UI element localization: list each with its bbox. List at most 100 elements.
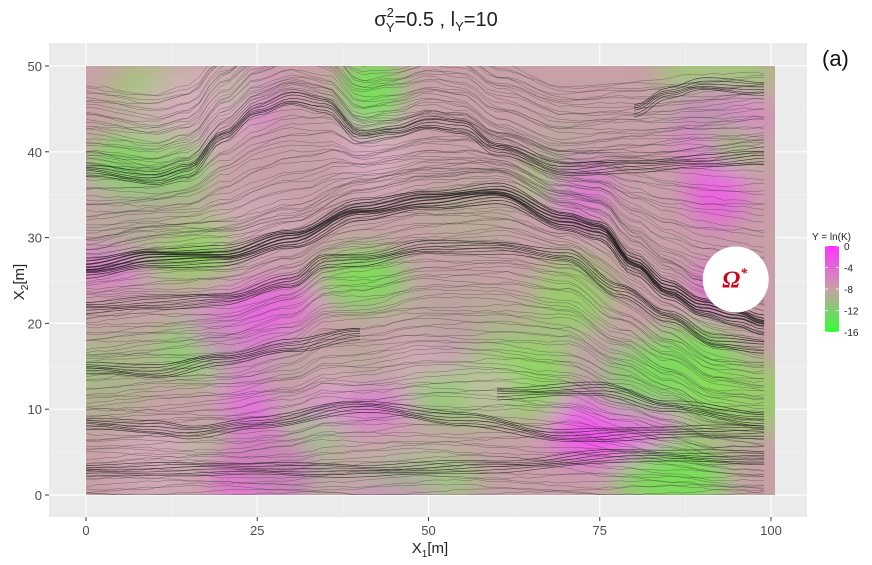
contour-line	[86, 447, 765, 475]
streamline-band-main	[86, 188, 765, 322]
streamline-band-main	[86, 203, 765, 336]
contour-line	[86, 156, 765, 253]
streamline-band-upper	[86, 104, 765, 185]
contour-line	[86, 241, 765, 355]
contour-line	[86, 149, 765, 237]
contour-line	[86, 66, 765, 135]
streamline-band-upper	[86, 102, 765, 184]
streamline-band-main	[86, 191, 765, 323]
contour-line	[86, 66, 765, 133]
contour-line	[86, 284, 765, 386]
contour-line	[86, 451, 765, 477]
contour-line	[86, 455, 765, 476]
contour-line	[86, 157, 765, 259]
contour-line	[86, 129, 765, 205]
contour-line	[86, 171, 765, 290]
streamline-band-bottom-right	[496, 387, 765, 418]
contour-line	[86, 150, 765, 248]
contour-line	[86, 461, 765, 482]
y-tick-label: 50	[28, 59, 42, 74]
streamline-bands	[86, 77, 765, 478]
contour-line	[86, 239, 765, 351]
contour-line	[86, 392, 765, 445]
field-area	[86, 66, 775, 495]
contour-line	[86, 378, 765, 433]
contour-line	[86, 161, 765, 271]
streamline-band-top-right	[633, 87, 765, 115]
color-blob	[86, 324, 161, 401]
streamline-band-lower	[86, 242, 765, 342]
contour-line	[86, 66, 765, 126]
streamline-band-upper	[86, 100, 765, 182]
contour-line	[86, 340, 765, 416]
color-blob	[406, 283, 517, 354]
contour-line	[86, 288, 765, 387]
y-tick-label: 20	[28, 316, 42, 331]
contour-line	[86, 162, 765, 270]
streamline-band-main	[86, 194, 765, 327]
streamline-band-bottom-right	[496, 394, 765, 427]
streamline-band-top-right	[633, 89, 765, 118]
contour-line	[86, 352, 765, 423]
contour-line	[86, 293, 765, 388]
contour-line	[86, 69, 765, 151]
legend-colorbar	[825, 246, 839, 332]
contour-line	[86, 66, 765, 129]
contour-line	[86, 274, 765, 379]
color-blob	[687, 154, 747, 226]
chart-title: σ2 Y=0.5 , lY=10	[374, 5, 497, 35]
contour-line	[86, 149, 765, 233]
contour-line	[86, 303, 765, 392]
streamline-band-lower	[86, 247, 765, 348]
contour-line	[86, 468, 765, 486]
color-blob	[707, 128, 760, 169]
color-blob	[325, 262, 377, 295]
streamline-band-upper	[86, 91, 765, 173]
contour-line	[86, 206, 765, 325]
contour-line	[86, 358, 765, 422]
contour-line	[86, 66, 765, 128]
contour-line	[86, 340, 765, 413]
x-tick-label: 0	[82, 523, 89, 538]
streamline-band-bottom-edge	[86, 452, 765, 471]
contour-line	[86, 140, 765, 223]
contour-line	[86, 261, 765, 366]
contour-line	[86, 479, 765, 491]
contour-line	[86, 66, 765, 118]
color-blob	[190, 293, 288, 371]
contour-line	[86, 66, 765, 104]
contour-line	[86, 214, 765, 336]
contour-line	[86, 82, 765, 160]
contour-line	[86, 258, 765, 363]
contour-line	[86, 372, 765, 429]
contour-line	[86, 472, 765, 488]
contour-line	[86, 160, 765, 296]
contour-line	[86, 212, 765, 332]
legend-tick-label: -4	[844, 264, 853, 275]
contour-line	[86, 278, 765, 383]
contour-line	[86, 167, 765, 299]
streamline-band-main	[86, 185, 765, 319]
y-tick-label: 0	[35, 488, 42, 503]
streamline-band-bottom-left	[86, 403, 765, 437]
contour-line	[86, 219, 765, 334]
streamline-band-bottom-edge	[86, 460, 765, 478]
color-blob	[533, 255, 614, 337]
contour-line	[86, 66, 765, 134]
contour-line	[86, 138, 765, 216]
color-blob	[206, 426, 325, 495]
contour-line	[86, 177, 765, 306]
streamline-band-upper	[86, 97, 765, 179]
streamline-band-main	[86, 196, 765, 330]
y-axis-title: X2[m]	[11, 264, 31, 300]
x-axis: 0 25 50 75 100	[82, 517, 782, 538]
color-blob	[657, 66, 775, 95]
panel-label: (a)	[822, 46, 849, 71]
contour-line	[86, 168, 765, 295]
legend-ticks: 0 -4 -8 -12 -16	[825, 242, 859, 339]
streamline-band-bottom-left	[86, 402, 765, 434]
x-axis-title: X1[m]	[412, 540, 448, 560]
streamline-band-lower-left	[86, 327, 361, 366]
legend: Y = ln(K) 0 -4 -8 -12 -16	[812, 232, 859, 339]
contour-line	[86, 89, 765, 172]
